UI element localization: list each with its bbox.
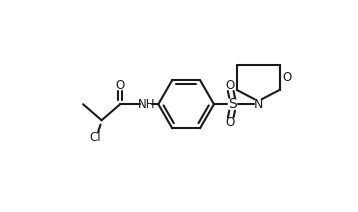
Text: O: O (116, 79, 125, 92)
Text: S: S (228, 97, 237, 111)
Text: N: N (253, 98, 263, 111)
Text: NH: NH (138, 98, 156, 111)
Text: Cl: Cl (90, 131, 101, 144)
Text: O: O (283, 71, 292, 84)
Text: O: O (226, 79, 235, 92)
Text: O: O (226, 116, 235, 129)
